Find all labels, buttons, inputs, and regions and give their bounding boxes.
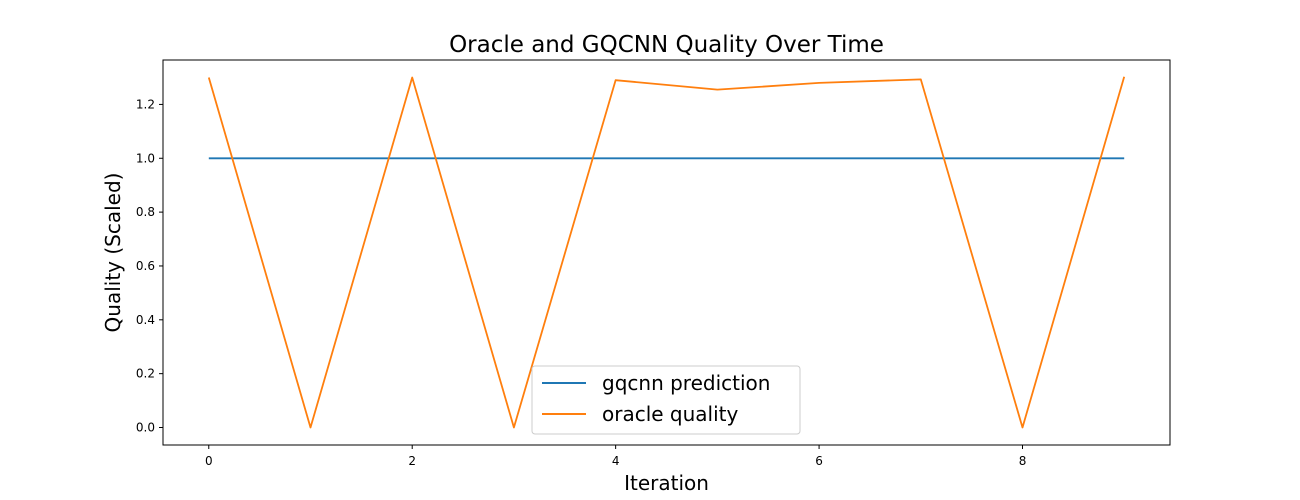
- series-layer: [207, 76, 1126, 429]
- axes-frame: [162, 59, 1171, 446]
- axes-layer: 0 2 4 6 8 0.0 0.2 0.4 0.6 0.8 1.0 1.2: [136, 59, 1171, 468]
- y-tick-label: 0.4: [136, 313, 155, 327]
- chart-title: Oracle and GQCNN Quality Over Time: [449, 32, 884, 58]
- x-tick-label: 4: [612, 454, 620, 468]
- legend-label: gqcnn prediction: [602, 371, 770, 395]
- legend-box: [531, 365, 801, 435]
- y-tick-label: 0.2: [136, 367, 155, 381]
- y-tick-label: 1.2: [136, 97, 155, 111]
- y-tick-label: 0.8: [136, 205, 155, 219]
- y-tick-label: 0.0: [136, 421, 155, 435]
- legend-label: oracle quality: [602, 402, 739, 426]
- x-axis-label: Iteration: [624, 471, 709, 495]
- x-tick-label: 8: [1019, 454, 1027, 468]
- y-tick-label: 0.6: [136, 259, 155, 273]
- x-tick-label: 0: [205, 454, 213, 468]
- legend: gqcnn prediction oracle quality: [531, 365, 801, 435]
- y-tick-label: 1.0: [136, 151, 155, 165]
- y-axis-label: Quality (Scaled): [101, 173, 125, 333]
- x-tick-label: 2: [408, 454, 416, 468]
- series-line-oracle-quality: [207, 76, 1126, 429]
- x-tick-label: 6: [815, 454, 823, 468]
